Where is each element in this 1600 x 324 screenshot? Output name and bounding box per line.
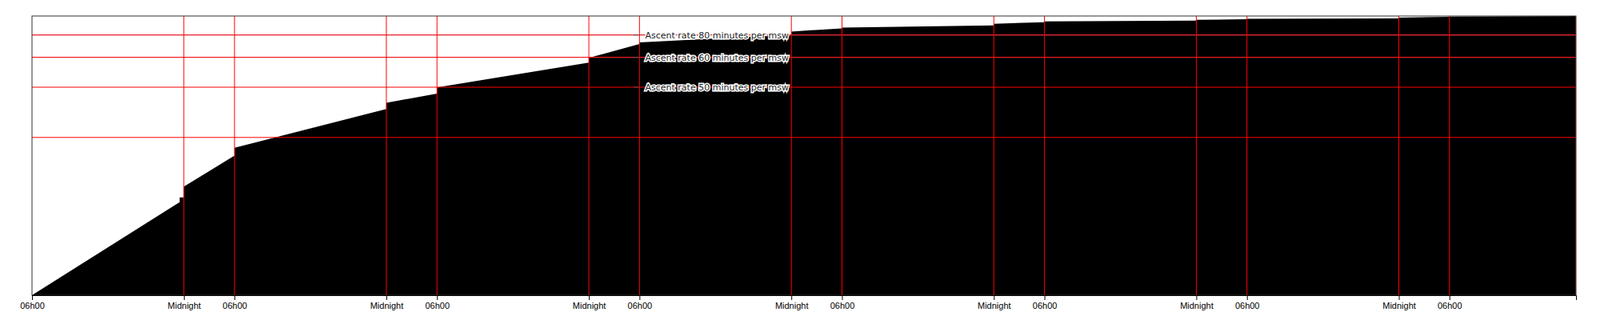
x-tick: 06h00 [1032, 295, 1058, 311]
plot-frame [32, 16, 1576, 296]
x-tick-label: Midnight [1180, 300, 1214, 311]
reference-line [385, 16, 387, 296]
annotation: Ascent rate 50 minutes per msw [644, 82, 788, 93]
annotation-tick [633, 86, 639, 88]
x-tick-label: Midnight [775, 300, 809, 311]
annotation: Ascent rate 60 minutes per msw [644, 52, 788, 64]
reference-line [841, 16, 843, 296]
reference-line [234, 16, 236, 296]
reference-line [1246, 16, 1248, 296]
x-tick-mark [841, 295, 843, 300]
x-tick-mark [1044, 295, 1046, 300]
x-tick-label: 06h00 [830, 300, 856, 311]
reference-line [1044, 16, 1045, 296]
x-tick-label: 06h00 [424, 300, 450, 311]
reference-line [1398, 16, 1400, 296]
x-tick-label: Midnight [977, 300, 1012, 311]
x-tick-mark [1449, 295, 1451, 300]
reference-line [183, 16, 184, 296]
reference-line [1448, 16, 1450, 296]
x-tick-mark [234, 295, 236, 300]
x-tick-label: 06h00 [1032, 300, 1058, 311]
x-tick-label: Midnight [572, 300, 607, 311]
annotation-tick [633, 34, 639, 36]
x-tick-label: 06h00 [1437, 300, 1463, 311]
plot: 06h00 Midnight 06h00 Midnight 06h00 Midnight 0… [20, 16, 1576, 311]
x-tick-mark [588, 295, 590, 300]
x-tick-mark [386, 295, 388, 300]
x-tick: 06h00 [222, 295, 248, 311]
reference-line [639, 16, 640, 296]
reference-line [32, 136, 1576, 138]
reference-line [993, 16, 995, 296]
reference-line [32, 56, 1576, 58]
x-tick: 06h00 [830, 295, 856, 311]
annotation: Ascent rate 80 minutes per msw [644, 30, 788, 41]
reference-line [436, 16, 438, 296]
annotation-tick [633, 56, 639, 58]
x-tick: Midnight [572, 295, 607, 311]
x-tick: 06h00 [20, 295, 45, 311]
reference-line [32, 34, 1576, 36]
x-tick: 06h00 [628, 295, 653, 311]
x-tick: Midnight [370, 295, 404, 311]
x-tick-mark [436, 295, 438, 300]
x-tick: Midnight [1180, 295, 1214, 311]
x-tick-mark [184, 295, 185, 300]
x-tick-mark [791, 295, 792, 300]
reference-line [791, 16, 792, 296]
x-tick: 06h00 [1437, 295, 1463, 311]
x-tick-mark [1247, 295, 1248, 300]
area [32, 16, 1576, 296]
x-tick-label: Midnight [1382, 300, 1416, 311]
x-tick-label: Midnight [370, 300, 404, 311]
chart: 06h00 Midnight 06h00 Midnight 06h00 Midnight 0… [0, 0, 1600, 324]
x-tick-mark [993, 295, 995, 300]
x-tick-label: 06h00 [20, 300, 45, 311]
x-tick: 06h00 [424, 295, 450, 311]
x-tick-label: Midnight [168, 300, 202, 311]
x-axis-line [32, 296, 1577, 301]
x-axis: 06h00 Midnight 06h00 Midnight 06h00 Midnight 0… [20, 295, 1576, 311]
x-tick-mark [1196, 295, 1197, 300]
x-tick: Midnight [1382, 295, 1416, 311]
x-tick: 06h00 [1235, 295, 1260, 311]
marks [32, 16, 1576, 296]
reference-line [32, 56, 1576, 58]
x-tick: Midnight [168, 295, 202, 311]
reference-line [32, 86, 1576, 88]
x-tick-mark [1399, 295, 1400, 300]
x-tick-label: 06h00 [222, 300, 248, 311]
reference-line [588, 16, 590, 296]
annotations: Ascent rate 80 minutes per msw Ascent rat… [633, 30, 788, 93]
reference-line [32, 34, 1576, 36]
x-tick-mark [639, 295, 640, 300]
x-tick: Midnight [977, 295, 1012, 311]
reference-line [1196, 16, 1197, 296]
x-tick-mark [32, 295, 33, 300]
x-tick-label: 06h00 [1235, 300, 1260, 311]
x-tick-label: 06h00 [628, 300, 653, 311]
x-tick: Midnight [775, 295, 809, 311]
